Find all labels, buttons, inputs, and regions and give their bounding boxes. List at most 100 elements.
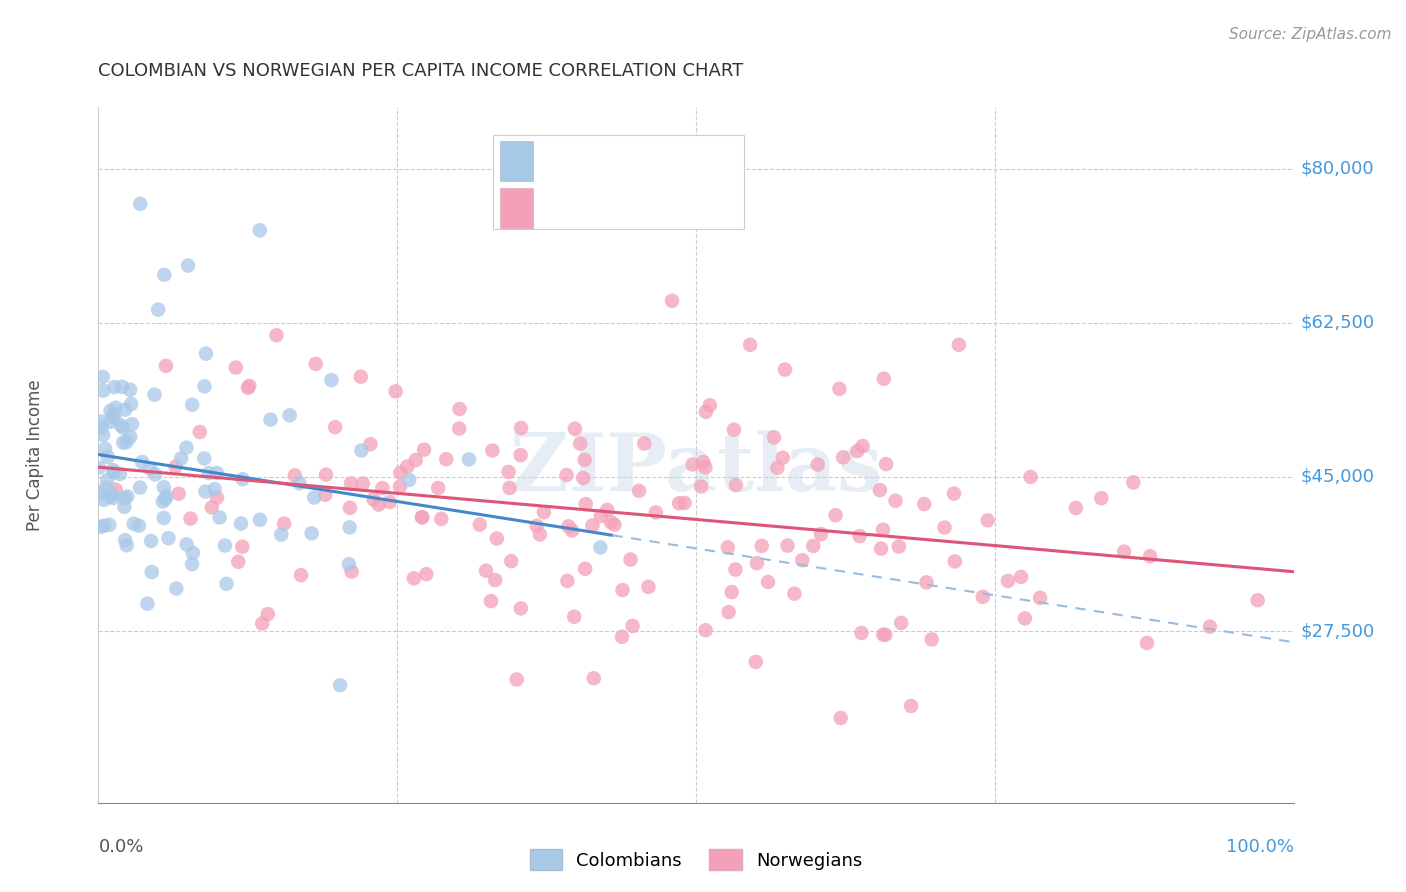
- Point: [717, 605, 740, 619]
- Point: [851, 626, 873, 640]
- Point: [972, 590, 994, 604]
- Point: [810, 527, 832, 541]
- Point: [91, 384, 114, 398]
- Point: [498, 481, 520, 495]
- Point: [120, 383, 142, 397]
- Point: [339, 520, 361, 534]
- Point: [872, 627, 894, 641]
- Point: [201, 500, 224, 515]
- Text: R =: R =: [543, 199, 579, 217]
- Point: [208, 510, 231, 524]
- Point: [673, 496, 696, 510]
- Point: [695, 460, 717, 475]
- Point: [384, 384, 406, 399]
- Point: [589, 508, 612, 523]
- Point: [561, 524, 583, 538]
- Point: [668, 496, 690, 510]
- Point: [756, 574, 779, 589]
- Point: [581, 518, 603, 533]
- Point: [363, 492, 385, 507]
- Point: [458, 452, 481, 467]
- Point: [449, 402, 471, 417]
- Point: [485, 532, 508, 546]
- Point: [181, 546, 204, 560]
- Point: [288, 476, 311, 491]
- Point: [740, 338, 762, 352]
- Text: Source: ZipAtlas.com: Source: ZipAtlas.com: [1229, 27, 1392, 42]
- Point: [111, 380, 134, 394]
- Point: [699, 398, 721, 412]
- Point: [205, 466, 228, 480]
- Point: [772, 450, 794, 465]
- Point: [1019, 470, 1042, 484]
- Point: [236, 381, 259, 395]
- Text: -0.325: -0.325: [572, 199, 631, 217]
- Point: [273, 516, 295, 531]
- Point: [323, 420, 346, 434]
- Point: [122, 516, 145, 531]
- Point: [93, 518, 115, 533]
- Point: [915, 575, 938, 590]
- Point: [468, 517, 491, 532]
- Text: $80,000: $80,000: [1301, 160, 1374, 178]
- Text: N =: N =: [636, 153, 672, 170]
- Point: [141, 565, 163, 579]
- Point: [339, 500, 361, 515]
- Point: [112, 435, 135, 450]
- Point: [943, 486, 966, 500]
- Point: [314, 488, 336, 502]
- Point: [557, 519, 579, 533]
- Point: [388, 480, 411, 494]
- Point: [848, 529, 870, 543]
- Point: [104, 483, 127, 497]
- Point: [603, 517, 626, 532]
- Point: [900, 698, 922, 713]
- Point: [506, 673, 529, 687]
- Point: [562, 609, 585, 624]
- Point: [114, 533, 136, 548]
- Point: [427, 481, 450, 495]
- Point: [94, 442, 117, 456]
- Point: [87, 460, 110, 475]
- Legend: Colombians, Norwegians: Colombians, Norwegians: [522, 842, 870, 877]
- Point: [633, 436, 655, 450]
- Point: [776, 539, 799, 553]
- Point: [619, 552, 641, 566]
- Point: [890, 615, 912, 630]
- Point: [315, 467, 337, 482]
- Point: [188, 425, 211, 439]
- Point: [1114, 544, 1136, 558]
- Point: [557, 574, 579, 588]
- Point: [340, 476, 363, 491]
- Point: [115, 434, 138, 449]
- Point: [153, 268, 176, 282]
- Point: [872, 523, 894, 537]
- Point: [413, 442, 436, 457]
- Point: [120, 430, 142, 444]
- Point: [572, 471, 595, 485]
- Point: [181, 398, 204, 412]
- Point: [628, 483, 651, 498]
- Point: [177, 259, 200, 273]
- Point: [249, 223, 271, 237]
- Point: [266, 328, 288, 343]
- Text: 0.0%: 0.0%: [98, 838, 143, 856]
- Text: Per Capita Income: Per Capita Income: [27, 379, 44, 531]
- Text: R =: R =: [543, 153, 579, 170]
- Point: [783, 587, 806, 601]
- Point: [114, 491, 136, 506]
- Point: [305, 357, 328, 371]
- Point: [479, 594, 502, 608]
- Point: [215, 577, 238, 591]
- Point: [120, 397, 142, 411]
- Point: [321, 373, 343, 387]
- Point: [252, 616, 274, 631]
- Point: [717, 541, 740, 555]
- Point: [398, 473, 420, 487]
- Point: [249, 513, 271, 527]
- Point: [129, 197, 152, 211]
- Point: [139, 533, 162, 548]
- Point: [612, 583, 634, 598]
- Point: [498, 465, 520, 479]
- Point: [574, 562, 596, 576]
